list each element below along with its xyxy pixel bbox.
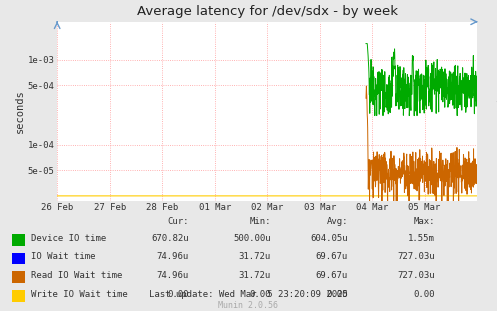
Text: 0.00: 0.00 xyxy=(167,290,189,299)
Text: 74.96u: 74.96u xyxy=(157,253,189,261)
Text: 1.55m: 1.55m xyxy=(408,234,435,243)
Text: 0.00: 0.00 xyxy=(249,290,271,299)
Text: Max:: Max: xyxy=(414,217,435,226)
Text: 69.67u: 69.67u xyxy=(316,271,348,280)
Text: 0.00: 0.00 xyxy=(414,290,435,299)
Text: Cur:: Cur: xyxy=(167,217,189,226)
Text: Munin 2.0.56: Munin 2.0.56 xyxy=(219,301,278,310)
Text: Min:: Min: xyxy=(249,217,271,226)
Title: Average latency for /dev/sdx - by week: Average latency for /dev/sdx - by week xyxy=(137,5,398,18)
Y-axis label: seconds: seconds xyxy=(15,89,25,133)
Text: 727.03u: 727.03u xyxy=(397,253,435,261)
Text: 500.00u: 500.00u xyxy=(233,234,271,243)
Text: Write IO Wait time: Write IO Wait time xyxy=(31,290,128,299)
Text: IO Wait time: IO Wait time xyxy=(31,253,95,261)
Text: 727.03u: 727.03u xyxy=(397,271,435,280)
Text: 69.67u: 69.67u xyxy=(316,253,348,261)
Text: Read IO Wait time: Read IO Wait time xyxy=(31,271,122,280)
Text: 31.72u: 31.72u xyxy=(239,271,271,280)
Text: Last update: Wed Mar  5 23:20:09 2025: Last update: Wed Mar 5 23:20:09 2025 xyxy=(149,290,348,299)
Text: RRDTOOL / TOBI OETIKER: RRDTOOL / TOBI OETIKER xyxy=(496,70,497,152)
Text: Avg:: Avg: xyxy=(327,217,348,226)
Text: 31.72u: 31.72u xyxy=(239,253,271,261)
Text: 604.05u: 604.05u xyxy=(310,234,348,243)
Text: 74.96u: 74.96u xyxy=(157,271,189,280)
Text: Device IO time: Device IO time xyxy=(31,234,106,243)
Text: 670.82u: 670.82u xyxy=(151,234,189,243)
Text: 0.00: 0.00 xyxy=(327,290,348,299)
